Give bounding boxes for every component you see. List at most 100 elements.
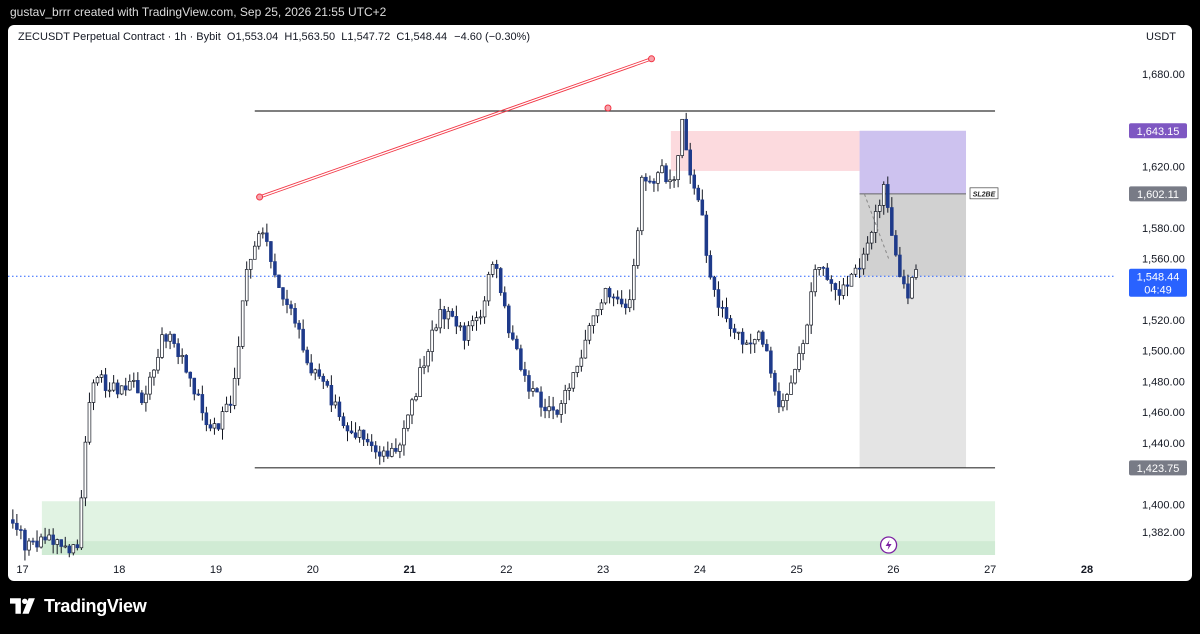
candle-up: [599, 302, 604, 310]
chart-frame[interactable]: SL2BE 17 18 19 20 21 22 23 24 25 26 27 28 1,680.00 1,6…: [8, 25, 1192, 581]
candle-down: [825, 267, 830, 280]
candle-up: [390, 447, 394, 457]
x-tick-label-28: 28: [1081, 564, 1093, 576]
candle-up: [79, 497, 84, 549]
legend-high: H1,563.50: [284, 31, 336, 43]
candle-down: [502, 292, 507, 307]
price-label-gray: 1,423.75: [1137, 463, 1180, 475]
candle-down: [688, 149, 692, 176]
candle-down: [67, 545, 72, 554]
candle-down: [652, 180, 656, 184]
candle-down: [285, 298, 289, 306]
candle-up: [470, 320, 475, 327]
symbol-legend: ZECUSDT Perpetual Contract · 1h · Bybit …: [18, 31, 530, 43]
candle-down: [136, 380, 140, 394]
candle-down: [341, 416, 346, 426]
tradingview-footer: TradingView: [10, 592, 147, 620]
chart-credit-bar: gustav_brrr created with TradingView.com…: [0, 0, 1200, 24]
candle-up: [152, 369, 156, 378]
candle-up: [801, 343, 805, 354]
candle-down: [289, 304, 293, 309]
candle-up: [180, 355, 184, 358]
price-label-box-gray: [1129, 186, 1187, 202]
candlestick-chart[interactable]: SL2BE 17 18 19 20 21 22 23 24 25 26 27 28 1,680.00 1,6…: [8, 25, 1192, 581]
candle-up: [632, 265, 636, 301]
y-tick-label: 1,480.00: [1142, 376, 1185, 388]
candle-down: [172, 333, 176, 344]
candle-up: [910, 277, 914, 299]
candle-down: [700, 199, 705, 216]
y-tick-label: 1,382.00: [1142, 527, 1185, 539]
candle-up: [482, 300, 487, 318]
candle-down: [208, 424, 213, 429]
candle-down: [777, 390, 781, 408]
candle-up: [490, 263, 495, 275]
candle-up: [813, 269, 817, 293]
candle-down: [305, 349, 309, 364]
y-tick-label: 1,680.00: [1142, 69, 1185, 81]
candle-up: [446, 310, 451, 320]
candle-down: [11, 519, 15, 524]
candle-up: [627, 299, 632, 309]
candle-up: [756, 331, 761, 340]
stop-loss-zone: [670, 131, 860, 171]
y-tick-label: 1,460.00: [1142, 407, 1185, 419]
candle-up: [861, 253, 866, 270]
trendline-stroke-2: [259, 59, 652, 199]
candle-down: [23, 529, 27, 551]
sl2be-tag-box: [969, 187, 999, 200]
candle-up: [87, 402, 92, 443]
x-tick-label-26: 26: [887, 564, 899, 576]
candle-up: [583, 339, 588, 359]
candle-up: [236, 346, 241, 379]
candle-down: [607, 288, 612, 298]
candle-down: [837, 289, 842, 296]
candle-up: [220, 411, 225, 430]
candle-up: [426, 351, 430, 367]
candle-up: [636, 230, 640, 266]
candle-up: [595, 309, 600, 317]
candle-up: [224, 403, 229, 412]
candle-down: [523, 369, 527, 376]
candle-down: [555, 409, 559, 415]
candle-up: [873, 211, 878, 233]
candle-up: [797, 353, 801, 370]
sl2be-zone: [859, 193, 967, 277]
candle-up: [95, 377, 100, 384]
candle-down: [696, 187, 701, 201]
candle-down: [890, 207, 894, 236]
candle-down: [515, 338, 519, 350]
y-tick-label: 1,580.00: [1142, 223, 1185, 235]
x-tick-label-17: 17: [16, 564, 28, 576]
candle-up: [752, 339, 757, 345]
candle-down: [684, 118, 688, 151]
candle-down: [188, 371, 193, 379]
candle-down: [507, 305, 511, 334]
candle-down: [833, 283, 838, 290]
y-tick-label: 1,620.00: [1142, 161, 1185, 173]
candle-down: [228, 403, 233, 406]
candle-down: [273, 261, 277, 276]
candle-up: [422, 365, 426, 368]
x-tick-label-19: 19: [210, 564, 222, 576]
candle-down: [394, 447, 398, 452]
candle-down: [611, 296, 616, 299]
candle-up: [119, 385, 124, 395]
candle-down: [321, 375, 326, 382]
currency-selector[interactable]: USDT: [1146, 31, 1176, 43]
legend-change: −4.60 (−0.30%): [454, 31, 531, 43]
candle-up: [841, 284, 846, 296]
candle-up: [99, 374, 104, 378]
purple-target-zone: [859, 130, 967, 194]
candle-up: [398, 444, 402, 452]
trend-point-1: [256, 193, 264, 201]
candle-up: [587, 325, 592, 341]
candle-up: [410, 399, 414, 416]
legend-open: O1,553.04: [226, 31, 279, 43]
candle-down: [498, 268, 503, 294]
candle-up: [789, 382, 793, 395]
candle-down: [732, 328, 737, 333]
candle-up: [466, 325, 471, 341]
candles: [11, 112, 918, 561]
candle-down: [281, 287, 285, 300]
